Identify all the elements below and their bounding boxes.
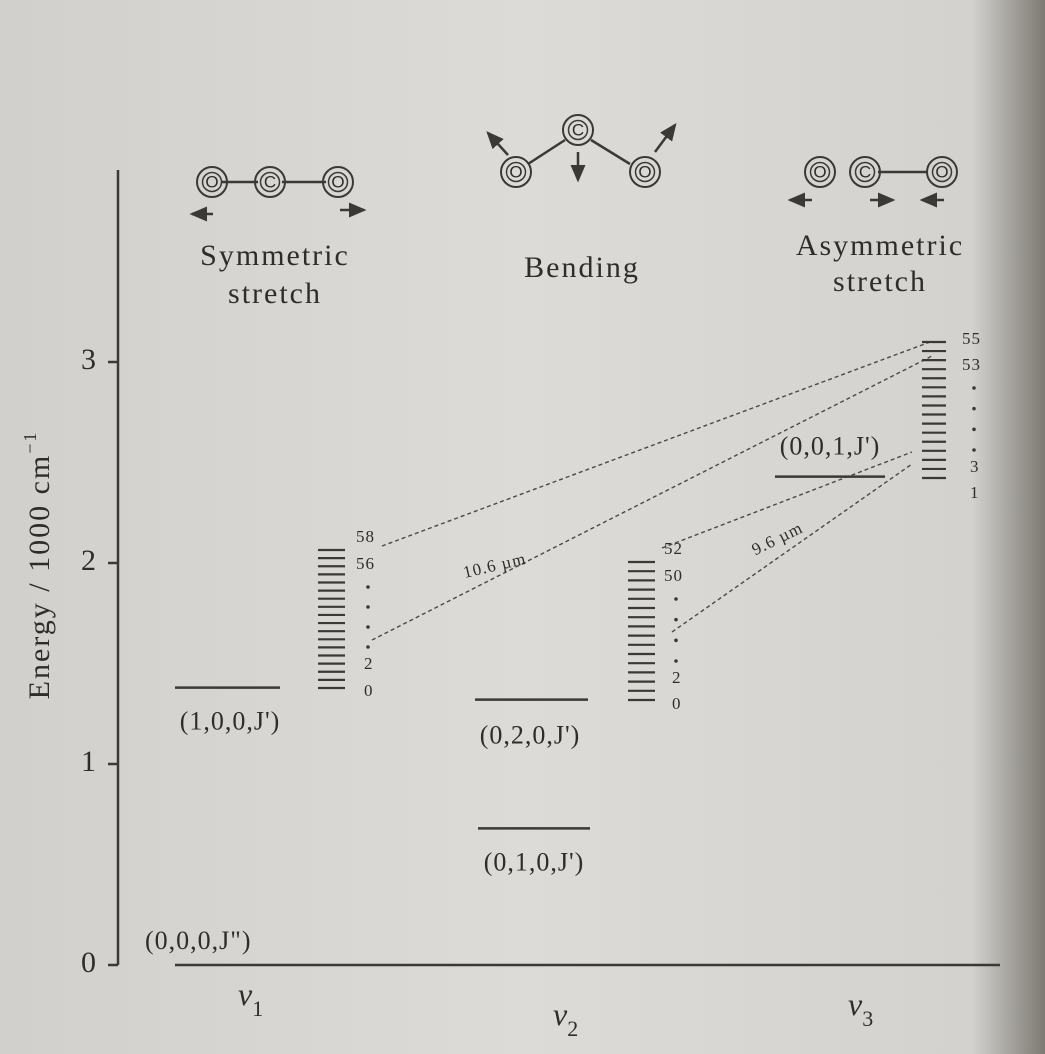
atom-label: C xyxy=(264,172,276,191)
ellipsis-dot xyxy=(674,659,678,663)
mode-subscript: 1 xyxy=(252,996,263,1021)
mode-symbol: v xyxy=(848,986,863,1022)
ladder-label: 55 xyxy=(962,329,981,348)
diagram: Energy / 1000 cm−1 10.6 µm 9.6 µm 0123Sy… xyxy=(0,0,1045,1054)
energy-axis-label: Energy / 1000 cm−1 xyxy=(20,431,56,700)
ellipsis-dot xyxy=(366,645,370,649)
ellipsis-dot xyxy=(366,625,370,629)
atom-label: O xyxy=(638,162,651,181)
ellipsis-dot xyxy=(674,618,678,622)
ladder-label: 50 xyxy=(664,566,683,585)
atom-label: O xyxy=(509,162,522,181)
mode-symbol: v xyxy=(553,996,568,1032)
ladder-label: 56 xyxy=(356,554,375,573)
level-label: (0,0,0,J") xyxy=(145,926,252,955)
mode-name: stretch xyxy=(833,265,927,298)
ladder-label: 58 xyxy=(356,527,375,546)
tick-label: 3 xyxy=(81,343,98,376)
atom-label: O xyxy=(935,162,948,181)
mode-name: Bending xyxy=(524,251,640,284)
ladder-label: 0 xyxy=(364,681,374,700)
ellipsis-dot xyxy=(972,407,976,411)
ladder-label: 1 xyxy=(970,483,980,502)
ellipsis-dot xyxy=(674,597,678,601)
atom-label: O xyxy=(331,172,344,191)
tick-label: 0 xyxy=(81,946,98,979)
mode-symbol: v xyxy=(238,976,253,1012)
ladder-label: 2 xyxy=(672,668,682,687)
tick-label: 2 xyxy=(81,544,98,577)
ladder-label: 53 xyxy=(962,355,981,374)
ladder-label: 2 xyxy=(364,654,374,673)
ellipsis-dot xyxy=(972,386,976,390)
ladder-label: 0 xyxy=(672,694,682,713)
mode-subscript: 2 xyxy=(567,1016,578,1041)
ellipsis-dot xyxy=(972,428,976,432)
ladder-label: 52 xyxy=(664,539,683,558)
ellipsis-dot xyxy=(366,605,370,609)
tick-label: 1 xyxy=(81,745,98,778)
level-label: (1,0,0,J') xyxy=(180,707,281,736)
level-label: (0,0,1,J') xyxy=(780,432,881,461)
page: { "energy_axis": {"label": "Energy / 100… xyxy=(0,0,1045,1054)
mode-subscript: 3 xyxy=(862,1006,873,1031)
ellipsis-dot xyxy=(674,639,678,643)
level-label: (0,2,0,J') xyxy=(480,721,581,750)
level-label: (0,1,0,J') xyxy=(484,847,585,876)
ellipsis-dot xyxy=(972,448,976,452)
mode-name: Symmetric xyxy=(200,239,350,272)
mode-name: stretch xyxy=(228,277,322,310)
atom-label: C xyxy=(572,120,584,139)
atom-label: O xyxy=(205,172,218,191)
atom-label: C xyxy=(859,162,871,181)
mode-name: Asymmetric xyxy=(796,229,964,262)
ellipsis-dot xyxy=(366,585,370,589)
ladder-label: 3 xyxy=(970,457,980,476)
atom-label: O xyxy=(813,162,826,181)
